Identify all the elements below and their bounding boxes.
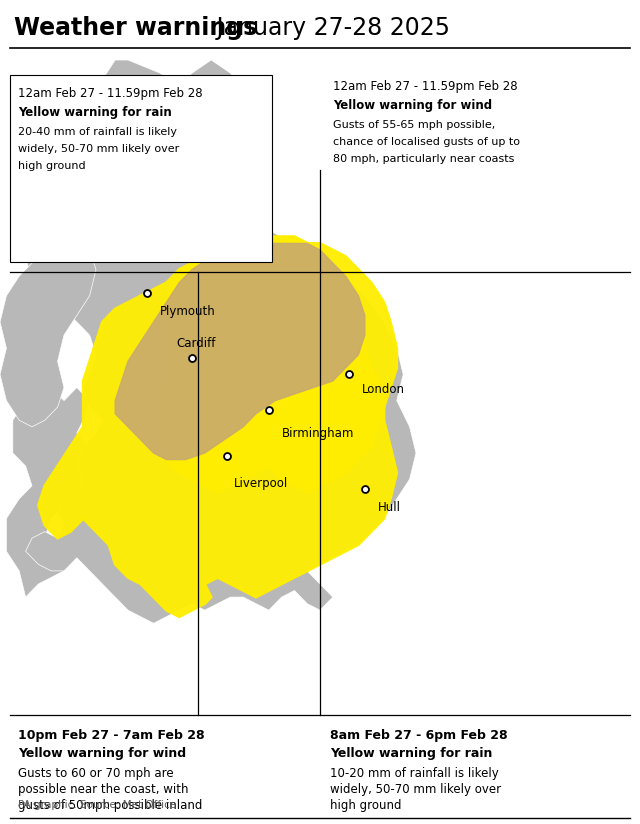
Text: 10pm Feb 27 - 7am Feb 28: 10pm Feb 27 - 7am Feb 28: [18, 729, 205, 742]
Text: Yellow warning for rain: Yellow warning for rain: [18, 106, 172, 119]
Polygon shape: [115, 243, 365, 460]
Text: Yellow warning for wind: Yellow warning for wind: [18, 747, 186, 760]
Text: 12am Feb 27 - 11.59pm Feb 28: 12am Feb 27 - 11.59pm Feb 28: [18, 87, 203, 100]
Text: Plymouth: Plymouth: [160, 305, 216, 318]
Polygon shape: [0, 236, 96, 427]
Text: Cardiff: Cardiff: [176, 337, 216, 350]
Polygon shape: [38, 236, 397, 616]
Text: Yellow warning for wind: Yellow warning for wind: [333, 99, 492, 112]
Text: Yellow warning for rain: Yellow warning for rain: [330, 747, 492, 760]
Text: widely, 50-70 mm likely over: widely, 50-70 mm likely over: [18, 144, 179, 154]
Text: 12am Feb 27 - 11.59pm Feb 28: 12am Feb 27 - 11.59pm Feb 28: [333, 80, 518, 93]
Polygon shape: [6, 60, 256, 597]
Text: Gusts of 55-65 mph possible,: Gusts of 55-65 mph possible,: [333, 120, 495, 130]
Bar: [328, 75, 630, 170]
Text: 10-20 mm of rainfall is likely: 10-20 mm of rainfall is likely: [330, 767, 499, 780]
Text: PA graphic. Source: Met Office: PA graphic. Source: Met Office: [18, 800, 176, 810]
Text: Birmingham: Birmingham: [282, 427, 354, 440]
Text: London: London: [362, 382, 404, 396]
Text: gusts of 50mph possible inland: gusts of 50mph possible inland: [18, 799, 202, 812]
Text: 20-40 mm of rainfall is likely: 20-40 mm of rainfall is likely: [18, 127, 177, 137]
Text: Hull: Hull: [378, 501, 401, 514]
Text: Weather warnings: Weather warnings: [14, 16, 257, 40]
Text: January 27-28 2025: January 27-28 2025: [209, 16, 450, 40]
Text: 8am Feb 27 - 6pm Feb 28: 8am Feb 27 - 6pm Feb 28: [330, 729, 508, 742]
Text: Gusts to 60 or 70 mph are: Gusts to 60 or 70 mph are: [18, 767, 173, 780]
Text: possible near the coast, with: possible near the coast, with: [18, 783, 189, 796]
Bar: [10, 75, 272, 262]
Polygon shape: [26, 198, 416, 623]
Text: Liverpool: Liverpool: [234, 477, 288, 490]
Text: widely, 50-70 mm likely over: widely, 50-70 mm likely over: [330, 783, 501, 796]
Text: 80 mph, particularly near coasts: 80 mph, particularly near coasts: [333, 154, 515, 164]
Text: chance of localised gusts of up to: chance of localised gusts of up to: [333, 137, 520, 147]
Polygon shape: [160, 236, 397, 492]
Text: high ground: high ground: [18, 162, 86, 171]
Text: high ground: high ground: [330, 799, 401, 812]
